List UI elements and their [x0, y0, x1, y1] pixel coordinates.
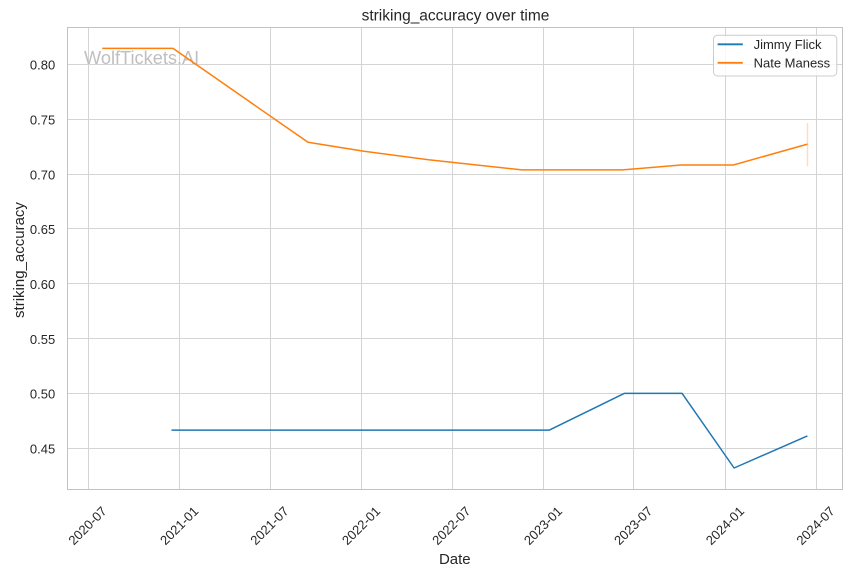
svg-text:0.75: 0.75	[30, 113, 55, 128]
svg-text:0.60: 0.60	[30, 277, 55, 292]
svg-text:Jimmy Flick: Jimmy Flick	[754, 37, 822, 52]
svg-text:0.45: 0.45	[30, 442, 55, 457]
svg-text:0.80: 0.80	[30, 58, 55, 73]
svg-text:0.50: 0.50	[30, 387, 55, 402]
svg-text:striking_accuracy: striking_accuracy	[11, 202, 28, 318]
svg-text:0.55: 0.55	[30, 332, 55, 347]
svg-text:WolfTickets.AI: WolfTickets.AI	[84, 48, 199, 68]
svg-text:0.70: 0.70	[30, 167, 55, 182]
svg-text:Date: Date	[439, 551, 471, 568]
svg-text:striking_accuracy over time: striking_accuracy over time	[362, 8, 550, 25]
svg-text:Nate Maness: Nate Maness	[754, 56, 831, 71]
svg-text:0.65: 0.65	[30, 222, 55, 237]
